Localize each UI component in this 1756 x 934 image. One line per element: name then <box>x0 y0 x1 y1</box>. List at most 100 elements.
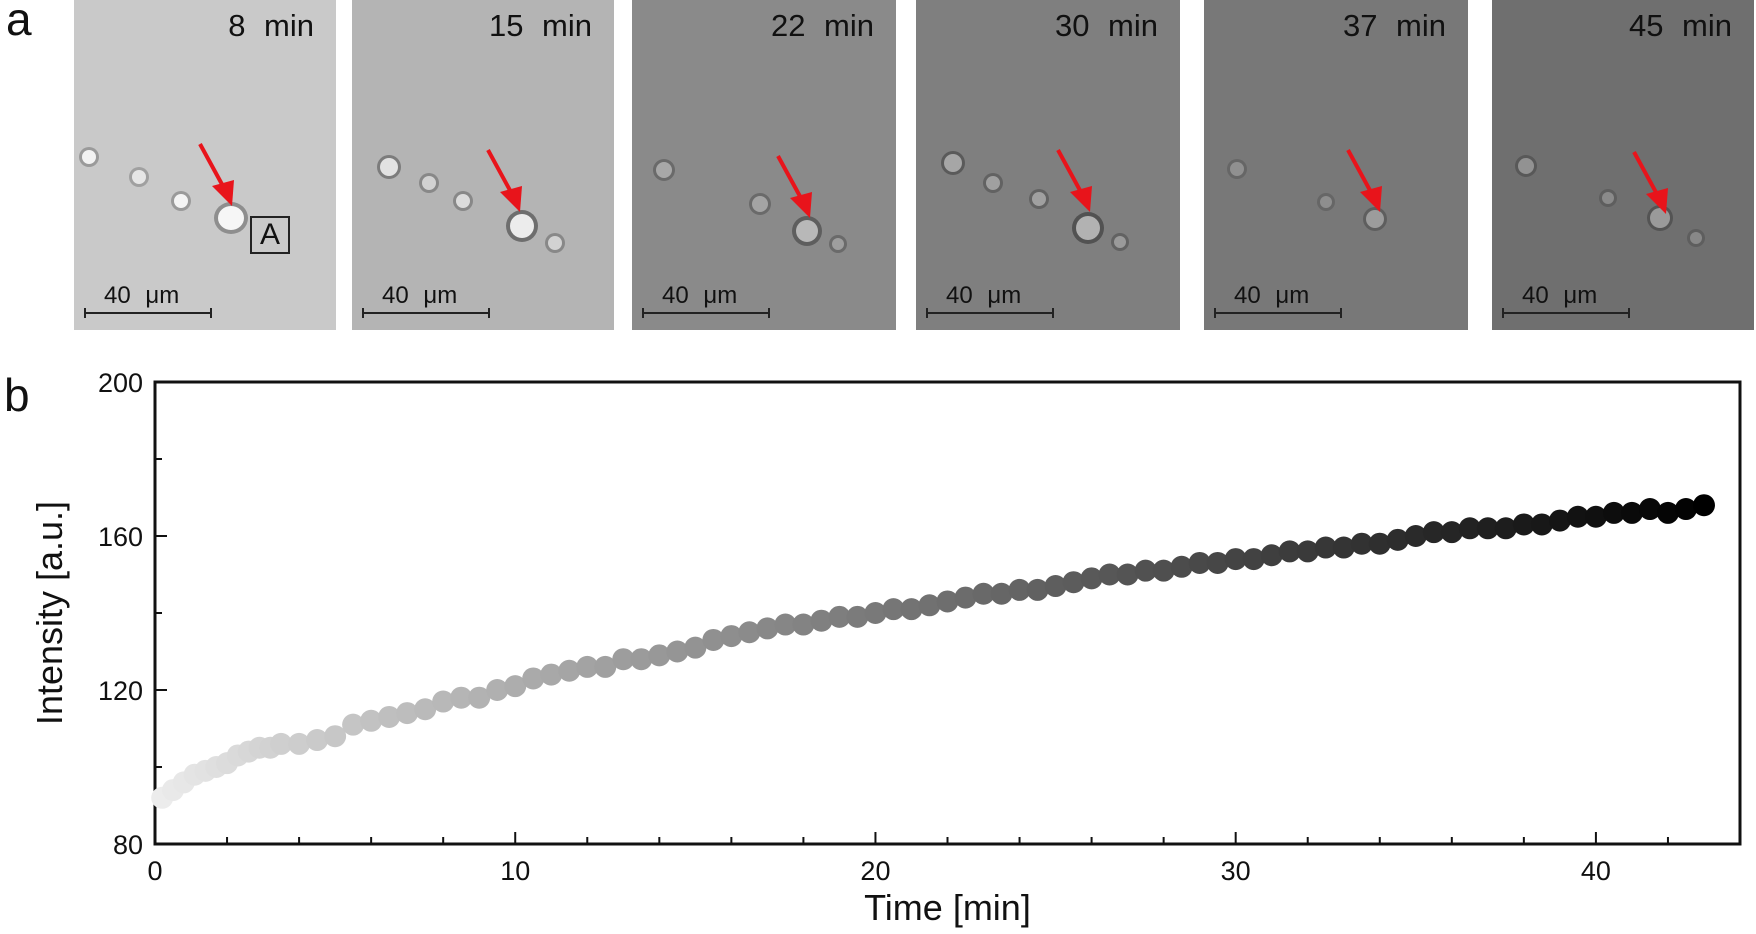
data-point <box>684 636 707 659</box>
x-tick-label: 20 <box>860 856 890 886</box>
frame-time-label: 45 min <box>1628 8 1732 43</box>
data-point <box>1584 505 1607 528</box>
tracked-particle <box>218 206 244 230</box>
scale-bar-label: 40 μm <box>104 282 180 309</box>
scale-bar-label: 40 μm <box>946 282 1022 309</box>
data-point <box>1602 501 1625 524</box>
frame-time-label: 15 min <box>488 8 592 43</box>
micro-frame-15min: 15 min 40 μm <box>352 0 614 330</box>
y-tick-label: 160 <box>98 522 143 552</box>
micro-frame-22min: 22 min 40 μm <box>632 0 896 330</box>
data-point <box>702 628 725 651</box>
data-point <box>864 602 887 624</box>
micro-frame-45min: 45 min 40 μm <box>1492 0 1754 330</box>
intensity-chart: 0 10 20 30 40 80 120 160 200 Time [min] Intensit… <box>29 368 1742 928</box>
data-point <box>1422 521 1445 544</box>
data-point <box>288 732 311 755</box>
data-point <box>378 705 401 728</box>
data-point <box>756 617 779 640</box>
y-tick-label: 200 <box>98 368 143 398</box>
x-tick-label: 30 <box>1221 856 1251 886</box>
data-point <box>1368 532 1391 555</box>
particle <box>656 162 672 178</box>
data-point <box>648 644 671 667</box>
data-point <box>1116 563 1139 586</box>
data-point <box>774 613 797 636</box>
data-point <box>1440 521 1463 544</box>
micro-frame-37min: 37 min 40 μm <box>1204 0 1468 330</box>
data-point <box>1188 551 1211 574</box>
panel-b-letter: b <box>4 369 30 421</box>
data-point <box>792 613 815 636</box>
red-arrow-icon <box>1346 149 1382 212</box>
data-point <box>882 598 905 621</box>
particle <box>944 154 962 172</box>
frame-background <box>74 0 336 330</box>
data-point <box>396 702 419 725</box>
particle <box>548 236 562 250</box>
data-point <box>1206 551 1229 574</box>
data-point <box>1332 536 1355 559</box>
data-point <box>828 605 851 628</box>
y-tick-label: 120 <box>98 676 143 706</box>
data-point <box>522 667 545 690</box>
data-point <box>1404 525 1427 547</box>
data-point <box>810 609 833 632</box>
data-point <box>1548 509 1571 532</box>
scale-bar-label: 40 μm <box>1234 282 1310 309</box>
particle <box>1518 158 1534 174</box>
x-axis-title: Time [min] <box>864 887 1031 928</box>
particle <box>82 150 96 164</box>
scale-bar-label: 40 μm <box>662 282 738 309</box>
scale-bar <box>642 308 770 318</box>
data-point <box>594 655 617 678</box>
scale-bar <box>926 308 1054 318</box>
frame-time-label: 30 min <box>1054 8 1158 43</box>
scale-bar <box>1502 308 1630 318</box>
tracked-particle <box>510 214 534 238</box>
micro-frame-30min: 30 min 40 μm <box>916 0 1180 330</box>
particle <box>1114 236 1126 248</box>
frame-background <box>1204 0 1468 330</box>
tracked-particle <box>1076 216 1100 240</box>
data-point <box>360 709 383 732</box>
data-point <box>1386 528 1409 551</box>
data-series <box>151 494 1715 809</box>
particle <box>1230 162 1244 176</box>
data-point <box>630 648 653 671</box>
data-point <box>1656 501 1679 524</box>
data-point <box>540 663 563 686</box>
micro-frame-8min: A 8 min 40 μm <box>74 0 336 330</box>
data-point <box>1476 517 1499 540</box>
data-point <box>1692 494 1715 517</box>
particle-box-label: A <box>250 216 290 254</box>
data-point <box>972 582 995 605</box>
particle <box>832 238 844 250</box>
axis-ticks: 0 10 20 30 40 80 120 160 200 <box>98 368 1741 886</box>
tracked-particle <box>1366 210 1384 228</box>
data-point <box>576 655 599 678</box>
data-point <box>666 640 689 663</box>
data-point <box>1062 571 1085 594</box>
data-point <box>1044 575 1067 598</box>
data-point <box>1314 536 1337 559</box>
data-point <box>1008 578 1031 601</box>
scale-bar-label: 40 μm <box>382 282 458 309</box>
data-point <box>1350 532 1373 555</box>
data-point <box>324 725 347 748</box>
data-point <box>1530 513 1553 536</box>
data-point <box>918 594 941 617</box>
red-arrow-icon <box>776 155 812 218</box>
particle <box>752 196 768 212</box>
data-point <box>432 690 455 713</box>
frame-time-label: 8 min <box>228 8 314 43</box>
x-tick-label: 10 <box>500 856 530 886</box>
data-point <box>270 732 293 755</box>
data-point <box>1152 559 1175 582</box>
data-point <box>936 590 959 613</box>
frame-time-label: 22 min <box>770 8 874 43</box>
red-arrow-icon <box>486 149 522 212</box>
data-point <box>1674 498 1697 521</box>
panel-a-letter: a <box>6 0 32 45</box>
data-point <box>1458 517 1481 540</box>
